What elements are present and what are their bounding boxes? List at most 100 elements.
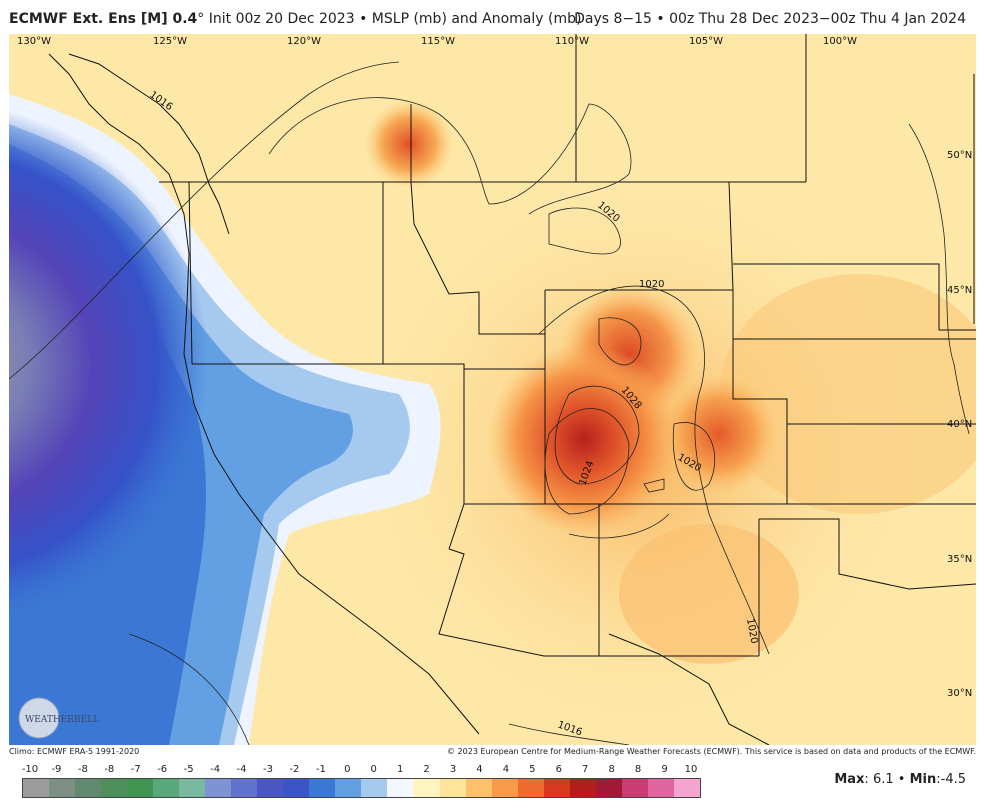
legend-labels: -10 -9 -8 -8 -7 -6 -5 -4 -4 -3 -2 -1 0 0 1 2 3 4 4 5 6 7 8 8 9 10	[20, 764, 710, 776]
max-label: Max	[834, 772, 865, 787]
anomaly-map: 1016 1020 1020 1028 1024 1020 1020 1016 …	[9, 34, 976, 745]
legend-swatch	[621, 779, 648, 797]
legend-tick-label: 4	[502, 764, 510, 775]
contour-label: 1020	[744, 618, 759, 645]
weatherbell-logo: WEATHERBELL	[18, 697, 99, 739]
legend-swatch	[387, 779, 414, 797]
lat-label: 40°N	[947, 419, 972, 430]
legend-swatch	[257, 779, 284, 797]
legend-tick-label: 8	[634, 764, 642, 775]
legend-tick-label: -4	[236, 764, 247, 775]
legend-swatch	[543, 779, 570, 797]
contour-1028	[554, 385, 640, 485]
lat-label: 45°N	[947, 285, 972, 296]
legend-tick-label: -9	[51, 764, 62, 775]
legend-tick-label: -4	[210, 764, 221, 775]
legend-tick-label: -2	[289, 764, 300, 775]
contour-1020-north	[268, 97, 632, 215]
lat-label: 50°N	[947, 150, 972, 161]
contour-1024-a	[598, 317, 642, 366]
legend-colorbar	[22, 778, 701, 798]
color-legend: -10 -9 -8 -8 -7 -6 -5 -4 -4 -3 -2 -1 0 0 1 2 3 4 4 5 6 7 8 8 9 10	[20, 764, 710, 804]
legend-tick-label: 5	[529, 764, 536, 775]
contour-1016-south-2	[508, 723, 630, 745]
lon-label: 130°W	[17, 36, 51, 47]
legend-swatch	[75, 779, 102, 797]
legend-swatch	[361, 779, 388, 797]
contour-1020-east	[538, 285, 770, 655]
init-time: Init 00z 20 Dec 2023	[208, 11, 355, 27]
degree-sign: °	[197, 11, 205, 27]
legend-swatch	[127, 779, 154, 797]
legend-swatch	[569, 779, 596, 797]
legend-swatch	[309, 779, 336, 797]
legend-swatch	[101, 779, 128, 797]
logo-text: WEATHERBELL	[25, 715, 99, 725]
max-min-readout: Max: 6.1 • Min:-4.5	[834, 772, 966, 787]
legend-tick-label: 3	[449, 764, 457, 775]
contour-1020-tiny	[643, 478, 665, 493]
legend-tick-label: 4	[476, 764, 483, 775]
high-anomaly-canada	[9, 34, 976, 745]
legend-swatch	[439, 779, 466, 797]
coastline	[48, 53, 770, 745]
legend-swatch	[595, 779, 622, 797]
legend-tick-label: -10	[21, 764, 39, 775]
legend-swatch	[413, 779, 440, 797]
lat-label: 30°N	[947, 688, 972, 699]
legend-tick-label: 2	[423, 764, 430, 775]
legend-swatch	[179, 779, 206, 797]
contour-label: 1020	[639, 279, 664, 290]
legend-swatch	[153, 779, 180, 797]
lon-label: 100°W	[823, 36, 857, 47]
lon-label: 125°W	[153, 36, 187, 47]
legend-tick-label: 10	[684, 764, 698, 775]
lat-label: 35°N	[947, 554, 972, 565]
lon-label: 110°W	[555, 36, 589, 47]
contour-1020-north-ring	[548, 207, 621, 255]
climo-credit: Climo: ECMWF ERA-5 1991-2020	[9, 747, 140, 756]
bullet-separator: •	[359, 11, 368, 27]
legend-swatch	[283, 779, 310, 797]
map-svg: 1016 1020 1020 1028 1024 1020 1020 1016 …	[9, 34, 976, 745]
max-value: 6.1	[872, 772, 894, 787]
contour-1016-north	[9, 61, 400, 380]
product-title: ECMWF Ext. Ens [M] 0.4° Init 00z 20 Dec …	[9, 11, 581, 27]
legend-tick-label: 7	[582, 764, 589, 775]
legend-tick-label: -8	[77, 764, 88, 775]
legend-swatch	[465, 779, 492, 797]
legend-swatch	[49, 779, 76, 797]
separator: •	[897, 772, 906, 787]
legend-tick-label: 1	[396, 764, 404, 775]
chart-header: ECMWF Ext. Ens [M] 0.4° Init 00z 20 Dec …	[0, 0, 984, 34]
legend-tick-label: 6	[555, 764, 562, 775]
legend-swatch	[231, 779, 258, 797]
graticule-labels: 130°W 125°W 120°W 115°W 110°W 105°W 100°…	[17, 36, 972, 699]
mslp-contours	[9, 61, 970, 745]
copyright-credit: © 2023 European Centre for Medium-Range …	[447, 747, 976, 756]
legend-tick-label: -3	[262, 764, 273, 775]
legend-tick-label: 8	[608, 764, 615, 775]
legend-swatch	[673, 779, 700, 797]
min-value: -4.5	[940, 772, 966, 787]
legend-tick-label: -1	[315, 764, 326, 775]
legend-tick-label: -7	[130, 764, 141, 775]
min-label: Min	[909, 772, 937, 787]
legend-swatch	[23, 779, 50, 797]
political-borders	[159, 34, 976, 657]
legend-tick-label: -8	[104, 764, 115, 775]
lon-label: 115°W	[421, 36, 455, 47]
legend-tick-label: 0	[370, 764, 377, 775]
legend-tick-label: -6	[157, 764, 168, 775]
legend-swatch	[335, 779, 362, 797]
model-name: ECMWF Ext. Ens [M] 0.4	[9, 11, 198, 27]
legend-tick-label: 9	[661, 764, 668, 775]
west-coast	[48, 53, 480, 735]
credits-bar: Climo: ECMWF ERA-5 1991-2020 © 2023 Euro…	[9, 746, 976, 758]
legend-swatch	[647, 779, 674, 797]
contour-1016-south	[128, 633, 250, 745]
lon-label: 105°W	[689, 36, 723, 47]
product-name: MSLP (mb) and Anomaly (mb)	[371, 11, 582, 27]
contour-1020-small	[672, 422, 716, 491]
contour-1024-b	[544, 408, 630, 515]
